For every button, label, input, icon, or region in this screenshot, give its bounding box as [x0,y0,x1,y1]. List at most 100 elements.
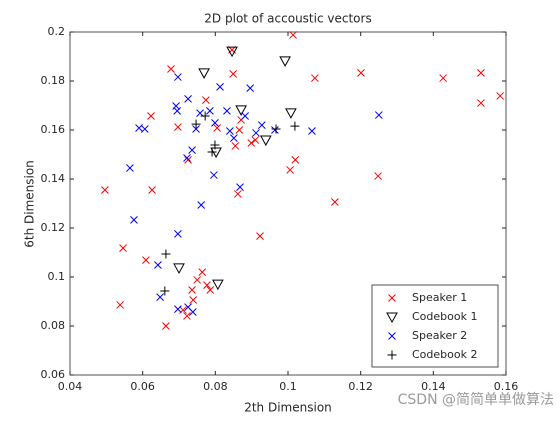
point [247,139,256,147]
point [147,112,155,120]
point [279,56,291,67]
point [226,46,238,58]
x-tick-label: 0.12 [348,380,373,393]
point [271,126,279,134]
x-tick-label: 0.16 [494,380,519,393]
point [173,107,182,115]
legend-marker [388,294,396,302]
point [439,74,447,82]
y-tick-label: 0.2 [48,25,66,38]
point [241,112,249,120]
point [126,164,134,172]
point [285,108,297,119]
point [183,154,191,162]
point [154,261,162,269]
point [291,156,300,164]
point [101,186,109,194]
y-axis-label: 6th Dimension [23,160,37,248]
point [212,279,224,291]
point [231,142,240,150]
point [235,105,247,116]
y-tick-label: 0.08 [41,319,66,332]
point [188,286,196,294]
y-tick-label: 0.14 [41,172,66,185]
point [207,147,217,157]
point [191,119,201,129]
point [135,124,143,132]
point [162,322,170,330]
point [206,107,214,115]
point [188,308,197,316]
point [213,124,222,132]
y-tick-label: 0.12 [41,221,66,234]
legend-label: Speaker 2 [412,329,467,342]
point [183,312,191,320]
point [196,109,204,117]
point [374,172,382,180]
point [234,190,242,198]
x-axis-label: 2th Dimension [244,401,332,415]
point [223,107,231,115]
point [290,121,300,131]
point [206,286,215,294]
x-tick-label: 0.06 [130,380,155,393]
point [142,256,150,264]
point [229,70,237,78]
point [184,95,192,103]
point [235,126,244,134]
point [496,92,505,100]
x-tick-label: 0.04 [58,380,83,393]
y-tick-label: 0.16 [41,123,66,136]
point [116,301,124,309]
legend-marker [386,312,398,324]
point [256,232,264,240]
point [246,84,255,92]
legend-label: Speaker 1 [412,291,467,304]
legend-label: Codebook 2 [412,348,477,361]
x-tick-label: 0.14 [421,380,446,393]
point [477,99,485,107]
point [188,146,196,154]
chart-title: 2D plot of accoustic vectors [204,12,371,26]
point [257,121,266,129]
point [200,111,210,121]
point [189,296,198,304]
x-tick-label: 0.08 [203,380,228,393]
point [216,83,224,91]
point [226,127,234,135]
point [311,74,319,82]
point [192,125,200,133]
point [174,73,182,81]
point [167,65,175,73]
legend-marker [388,332,396,340]
point [148,186,156,194]
legend-marker [387,350,397,360]
legend-label: Codebook 1 [412,310,477,323]
point [156,293,164,301]
point [161,249,171,259]
y-tick-label: 0.1 [48,270,66,283]
point [130,216,138,224]
point [251,136,260,144]
point [230,134,238,142]
y-tick-label: 0.18 [41,74,66,87]
point [184,156,192,164]
point [331,198,339,206]
y-tick-label: 0.06 [41,368,66,381]
point [477,69,485,77]
point [259,135,272,147]
point [198,68,210,79]
point [308,127,316,135]
point [174,230,182,238]
point [210,140,220,150]
point [203,281,211,289]
point [197,201,206,209]
point [172,102,180,110]
point [119,244,127,252]
point [236,183,244,191]
point [160,286,170,296]
point [210,171,218,179]
point [211,119,219,127]
